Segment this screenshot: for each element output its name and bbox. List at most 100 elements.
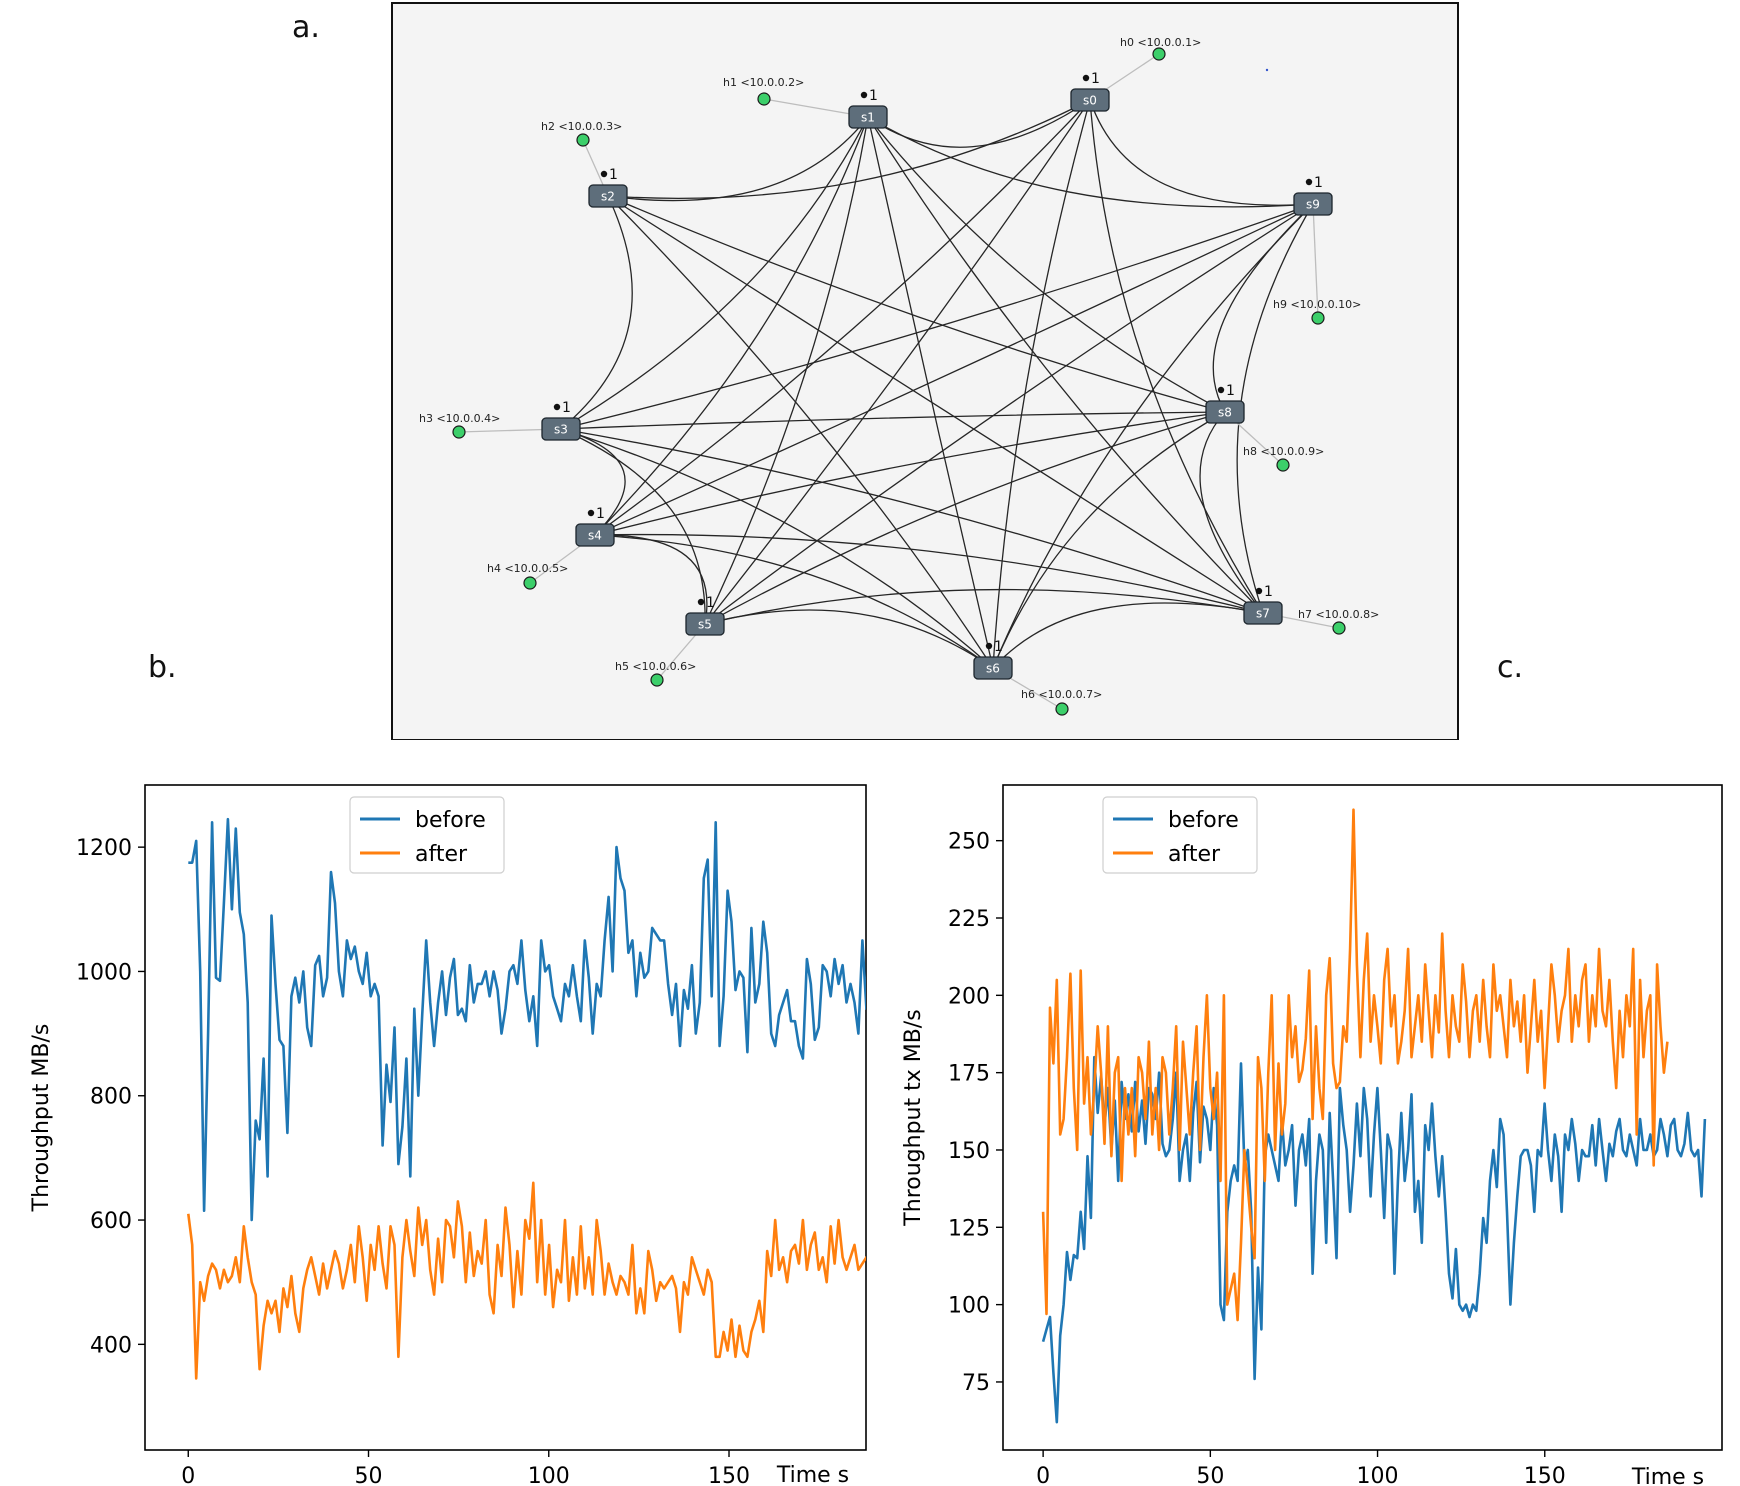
host-node-icon bbox=[576, 133, 590, 147]
switch-badge-dot bbox=[1255, 587, 1263, 595]
host-h3[interactable]: h3 <10.0.0.4> bbox=[419, 412, 500, 439]
host-h9[interactable]: h9 <10.0.0.10> bbox=[1273, 298, 1361, 325]
link-s6-s7 bbox=[992, 602, 1264, 669]
link-s1-s7 bbox=[867, 116, 1264, 614]
switch-label: s9 bbox=[1306, 198, 1320, 212]
host-h5[interactable]: h5 <10.0.0.6> bbox=[615, 660, 696, 687]
switch-badge: 1 bbox=[706, 595, 715, 611]
switch-s1[interactable]: s1 1 bbox=[848, 88, 888, 129]
switch-badge-dot bbox=[697, 598, 705, 606]
legend-label-before: before bbox=[415, 808, 486, 833]
link-s2-s7 bbox=[607, 195, 1264, 614]
y-tick-label: 1200 bbox=[76, 836, 132, 861]
host-label: h2 <10.0.0.3> bbox=[541, 120, 622, 133]
switch-label: s8 bbox=[1218, 406, 1232, 420]
switch-label: s5 bbox=[698, 618, 712, 632]
link-s1-s2 bbox=[607, 116, 869, 202]
switch-s7[interactable]: s7 1 bbox=[1243, 584, 1283, 625]
host-label: h0 <10.0.0.1> bbox=[1120, 36, 1201, 49]
switch-box bbox=[588, 184, 628, 208]
y-tick-label: 600 bbox=[90, 1209, 132, 1234]
switch-label: s0 bbox=[1083, 94, 1097, 108]
switch-badge: 1 bbox=[562, 400, 571, 416]
switch-box bbox=[1205, 400, 1245, 424]
host-node-icon bbox=[650, 673, 664, 687]
switch-badge: 1 bbox=[1264, 584, 1273, 600]
host-label: h9 <10.0.0.10> bbox=[1273, 298, 1361, 311]
host-link-h9 bbox=[1312, 203, 1319, 319]
host-node-icon bbox=[1311, 311, 1325, 325]
switch-badge: 1 bbox=[596, 506, 605, 522]
switch-box bbox=[848, 105, 888, 129]
switch-s3[interactable]: s3 1 bbox=[541, 400, 581, 441]
host-label: h8 <10.0.0.9> bbox=[1243, 445, 1324, 458]
panel-label-a: a. bbox=[292, 10, 320, 45]
x-axis-label: Time s bbox=[1631, 1465, 1704, 1486]
switch-label: s7 bbox=[1256, 607, 1270, 621]
panel-label-b: b. bbox=[148, 650, 177, 685]
host-node-icon bbox=[1055, 702, 1069, 716]
link-s1-s9 bbox=[867, 116, 1314, 208]
switch-s6[interactable]: s6 1 bbox=[973, 639, 1013, 680]
link-s6-s9 bbox=[992, 203, 1314, 669]
switch-s2[interactable]: s2 1 bbox=[588, 167, 628, 208]
link-s3-s7 bbox=[560, 428, 1264, 614]
switch-s0[interactable]: s0 1 bbox=[1070, 71, 1110, 112]
link-s3-s9 bbox=[560, 203, 1314, 430]
host-label: h1 <10.0.0.2> bbox=[723, 76, 804, 89]
y-tick-label: 800 bbox=[90, 1085, 132, 1110]
switch-badge: 1 bbox=[609, 167, 618, 183]
host-h0[interactable]: h0 <10.0.0.1> bbox=[1120, 36, 1201, 61]
y-tick-label: 400 bbox=[90, 1333, 132, 1358]
y-tick-label: 250 bbox=[948, 830, 990, 855]
link-s0-s9 bbox=[1089, 99, 1314, 206]
link-s0-s7 bbox=[1089, 99, 1264, 614]
switch-box bbox=[1293, 192, 1333, 216]
plot-area bbox=[144, 784, 867, 1451]
host-node-icon bbox=[757, 92, 771, 106]
switch-badge-dot bbox=[553, 403, 561, 411]
switch-box bbox=[973, 656, 1013, 680]
y-tick-label: 200 bbox=[948, 984, 990, 1009]
host-h2[interactable]: h2 <10.0.0.3> bbox=[541, 120, 622, 147]
switch-box bbox=[1070, 88, 1110, 112]
switch-s4[interactable]: s4 1 bbox=[575, 506, 615, 547]
switch-s9[interactable]: s9 1 bbox=[1293, 175, 1333, 216]
stray-dot bbox=[1265, 68, 1269, 72]
switch-s5[interactable]: s5 1 bbox=[685, 595, 725, 636]
host-label: h5 <10.0.0.6> bbox=[615, 660, 696, 673]
plot-area bbox=[1002, 784, 1723, 1451]
link-s2-s6 bbox=[607, 195, 994, 669]
y-tick-label: 1000 bbox=[76, 960, 132, 985]
switch-label: s3 bbox=[554, 423, 568, 437]
switch-label: s6 bbox=[986, 662, 1000, 676]
switch-badge: 1 bbox=[1314, 175, 1323, 191]
legend-box bbox=[349, 796, 505, 874]
legend: before after bbox=[1102, 796, 1258, 874]
switch-badge-dot bbox=[860, 91, 868, 99]
host-node-icon bbox=[452, 425, 466, 439]
host-h6[interactable]: h6 <10.0.0.7> bbox=[1021, 688, 1102, 716]
link-s1-s3 bbox=[560, 116, 869, 430]
host-h8[interactable]: h8 <10.0.0.9> bbox=[1243, 445, 1324, 472]
legend-label-after: after bbox=[415, 842, 468, 867]
legend-label-after: after bbox=[1168, 842, 1221, 867]
switch-box bbox=[541, 417, 581, 441]
link-s5-s8 bbox=[704, 411, 1226, 625]
host-node-icon bbox=[1276, 458, 1290, 472]
host-h1[interactable]: h1 <10.0.0.2> bbox=[723, 76, 804, 106]
switch-badge-dot bbox=[1305, 178, 1313, 186]
y-tick-label: 225 bbox=[948, 907, 990, 932]
switch-box bbox=[575, 523, 615, 547]
switch-s8[interactable]: s8 1 bbox=[1205, 383, 1245, 424]
host-label: h4 <10.0.0.5> bbox=[487, 562, 568, 575]
legend-label-before: before bbox=[1168, 808, 1239, 833]
host-h7[interactable]: h7 <10.0.0.8> bbox=[1298, 608, 1379, 635]
switch-label: s2 bbox=[601, 190, 615, 204]
switch-box bbox=[1243, 601, 1283, 625]
host-node-icon bbox=[523, 576, 537, 590]
link-s6-s0 bbox=[992, 99, 1091, 669]
host-node-icon bbox=[1332, 621, 1346, 635]
host-h4[interactable]: h4 <10.0.0.5> bbox=[487, 562, 568, 590]
y-tick-label: 175 bbox=[948, 1062, 990, 1087]
